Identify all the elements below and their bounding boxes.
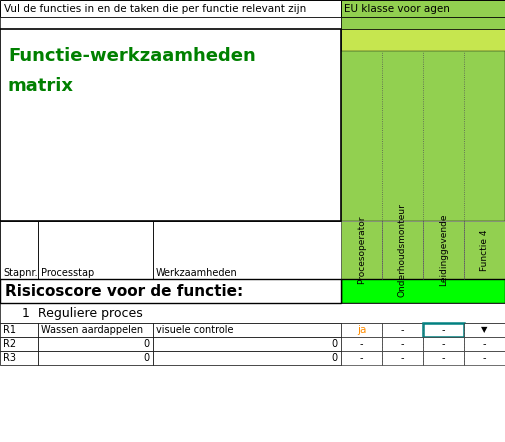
Text: Werkzaamheden: Werkzaamheden [156,268,237,278]
Text: matrix: matrix [8,77,74,95]
Text: R3: R3 [3,353,16,363]
Bar [422,337,463,351]
Text: ▼: ▼ [480,325,487,335]
Bar [153,221,340,279]
Bar [0,323,38,337]
Text: 0: 0 [143,339,149,349]
Bar [381,337,422,351]
Text: visuele controle: visuele controle [156,325,233,335]
Bar [463,221,504,279]
Bar [38,221,153,279]
Text: Functie-werkzaamheden: Functie-werkzaamheden [8,47,255,65]
Text: -: - [359,353,363,363]
Bar [0,0,340,17]
Bar [463,351,504,365]
Bar [422,351,463,365]
Text: -: - [441,339,444,349]
Text: Functie 4: Functie 4 [479,229,488,271]
Text: Processtap: Processtap [41,268,94,278]
Bar [0,17,340,29]
Bar [38,337,153,351]
Bar [422,323,463,337]
Text: -: - [482,353,485,363]
Text: -: - [482,339,485,349]
Bar [340,0,504,17]
Text: -: - [359,339,363,349]
Text: EU klasse voor agen: EU klasse voor agen [343,4,449,14]
Bar [0,29,340,221]
Bar [0,279,340,303]
Bar [340,51,504,221]
Bar [340,323,381,337]
Bar [340,337,381,351]
Text: -: - [441,353,444,363]
Bar [0,351,38,365]
Bar [381,221,422,279]
Bar [340,17,504,29]
Text: R2: R2 [3,339,16,349]
Text: -: - [441,325,444,335]
Text: -: - [400,339,403,349]
Text: -: - [400,353,403,363]
Text: Procesoperator: Procesoperator [357,216,365,284]
Bar [340,221,381,279]
Bar [153,351,340,365]
Bar [340,351,381,365]
Text: 0: 0 [143,353,149,363]
Bar [0,337,38,351]
Bar [422,221,463,279]
Bar [340,29,504,51]
Text: Wassen aardappelen: Wassen aardappelen [41,325,143,335]
Text: Leidinggevende: Leidinggevende [438,214,447,286]
Bar [381,323,422,337]
Bar [38,351,153,365]
Text: 1  Reguliere proces: 1 Reguliere proces [22,306,142,320]
Text: Vul de functies in en de taken die per functie relevant zijn: Vul de functies in en de taken die per f… [4,4,306,14]
Bar [153,337,340,351]
Bar [381,351,422,365]
Bar [0,303,505,323]
Bar [463,337,504,351]
Bar [153,323,340,337]
Bar [38,323,153,337]
Bar [463,323,504,337]
Text: Risicoscore voor de functie:: Risicoscore voor de functie: [5,283,243,298]
Text: Stapnr.: Stapnr. [3,268,37,278]
Text: 0: 0 [331,339,337,349]
Bar [0,221,38,279]
Bar [340,279,504,303]
Text: R1: R1 [3,325,16,335]
Text: 0: 0 [331,353,337,363]
Text: -: - [400,325,403,335]
Text: ja: ja [356,325,366,335]
Text: Onderhoudsmonteur: Onderhoudsmonteur [397,203,406,297]
